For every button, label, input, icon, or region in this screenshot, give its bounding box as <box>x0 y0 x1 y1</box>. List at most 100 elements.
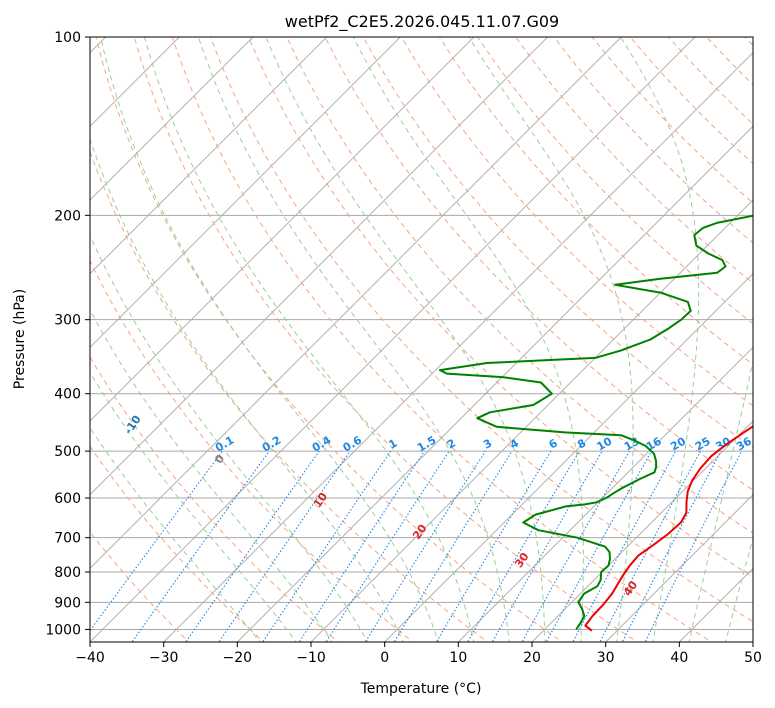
isotherm-line <box>90 37 180 127</box>
dry-adiabat-line <box>362 37 753 449</box>
y-tick-label: 700 <box>54 531 81 547</box>
dry-adiabat-line <box>171 37 713 642</box>
isotherm-line <box>678 567 753 642</box>
isotherm-line <box>90 37 254 201</box>
isotherm-line <box>90 37 401 348</box>
dry-adiabat-line <box>668 37 753 125</box>
x-axis: −40 −30 −20 −10 0 10 20 30 40 50 <box>75 642 762 666</box>
mixing-ratio-line <box>491 450 603 642</box>
mixing-ratio-line <box>644 450 743 642</box>
mixing-ratio-line <box>364 450 486 642</box>
mixing-ratio-line <box>90 450 223 632</box>
y-tick-label: 100 <box>54 30 81 46</box>
x-axis-label: Temperature (°C) <box>360 681 482 697</box>
isotherm-line <box>752 641 753 642</box>
mixing-ratio-label: 36 <box>734 434 754 453</box>
moist-adiabat-line <box>144 37 475 642</box>
mixing-ratio-line <box>325 450 450 642</box>
dry-adiabat-line <box>400 37 753 407</box>
temperature-profile-line <box>584 425 753 632</box>
isotherm-line <box>90 37 475 422</box>
dry-adiabat-line <box>553 37 753 244</box>
moist-adiabat-line <box>90 371 297 642</box>
x-tick-label: −30 <box>149 650 179 666</box>
moist-adiabat-line <box>100 37 440 642</box>
y-tick-label: 200 <box>54 208 81 224</box>
mixing-ratio-line <box>298 450 425 642</box>
isotherm-line <box>90 37 328 275</box>
moist-adiabat-line <box>265 37 546 642</box>
dry-adiabat-line <box>248 37 753 578</box>
y-tick-label: 900 <box>54 595 81 611</box>
y-tick-label: 600 <box>54 491 81 507</box>
dry-adiabat-line <box>90 356 339 642</box>
isotherm-line <box>605 494 753 642</box>
mixing-ratio-label: 6 <box>547 436 560 451</box>
moist-adiabat-line <box>90 308 333 642</box>
y-axis-label: Pressure (hPa) <box>12 289 28 389</box>
isotherm-line <box>236 125 753 642</box>
dry-adiabat-line <box>90 150 489 642</box>
moist-adiabat-line <box>90 137 404 642</box>
moist-adiabat-line <box>688 358 753 642</box>
mixing-ratio-label: 1 <box>386 437 399 452</box>
moist-adiabat-line <box>90 234 369 642</box>
isotherm-line <box>90 37 549 496</box>
dry-adiabat-line <box>90 445 265 642</box>
x-tick-label: 0 <box>380 650 389 666</box>
dry-adiabat-label: 10 <box>311 490 331 510</box>
x-tick-label: −10 <box>296 650 326 666</box>
isotherm-line <box>457 346 753 642</box>
isotherm-line <box>90 37 696 642</box>
isotherm-line <box>310 199 753 642</box>
isotherm-line <box>90 37 622 569</box>
dry-adiabat-label: 30 <box>512 550 532 570</box>
moist-adiabat-line <box>620 37 700 642</box>
mixing-ratio-label: 3 <box>481 437 494 452</box>
x-tick-label: −40 <box>75 650 105 666</box>
dry-adiabat-label: 20 <box>410 522 430 542</box>
mixing-ratio-line <box>393 450 513 642</box>
mixing-ratio-label: 2 <box>445 437 458 452</box>
dry-adiabat-line <box>90 259 414 642</box>
dry-adiabat-line <box>286 37 753 534</box>
x-tick-label: 40 <box>670 650 688 666</box>
moist-adiabat-line <box>352 37 584 642</box>
x-tick-label: 50 <box>744 650 762 666</box>
y-tick-label: 1000 <box>45 622 81 638</box>
moist-adiabat-line <box>197 37 510 642</box>
mixing-ratio-label: 4 <box>508 436 521 451</box>
x-tick-label: 10 <box>449 650 467 666</box>
y-axis: 100 200 300 400 500 600 700 800 900 1000 <box>45 30 90 638</box>
y-tick-label: 400 <box>54 387 81 403</box>
moist-adiabat-line <box>90 426 261 642</box>
x-tick-label: 20 <box>523 650 541 666</box>
mixing-ratio-line <box>131 450 270 642</box>
dry-adiabat-line <box>477 37 753 325</box>
plot-frame <box>89 36 754 643</box>
mixing-ratio-line <box>621 450 722 642</box>
chart-title: wetPf2_C2E5.2026.045.11.07.G09 <box>285 12 559 32</box>
y-tick-label: 500 <box>54 444 81 460</box>
profile-series <box>439 214 753 632</box>
moist-adiabat-line <box>468 37 634 642</box>
isotherm-line <box>531 420 753 642</box>
dewpoint-profile-line <box>439 214 753 630</box>
dry-adiabat-line <box>133 37 638 642</box>
dry-adiabat-line <box>438 37 753 366</box>
mixing-ratio-line <box>435 450 552 642</box>
dry-adiabat-line <box>90 531 190 642</box>
dry-adiabat-line <box>210 37 753 623</box>
x-tick-label: −20 <box>223 650 253 666</box>
mixing-ratio-line <box>466 450 580 642</box>
x-tick-label: 30 <box>597 650 615 666</box>
mixing-ratio-line <box>599 450 701 642</box>
mixing-ratio-line <box>185 450 320 642</box>
moist-adiabat-line <box>725 536 753 642</box>
background-lines <box>90 37 753 642</box>
mixing-ratio-line <box>572 450 677 642</box>
isotherm-line <box>384 273 753 642</box>
mixing-ratio-line <box>262 450 392 642</box>
mixing-ratio-line <box>218 450 351 642</box>
